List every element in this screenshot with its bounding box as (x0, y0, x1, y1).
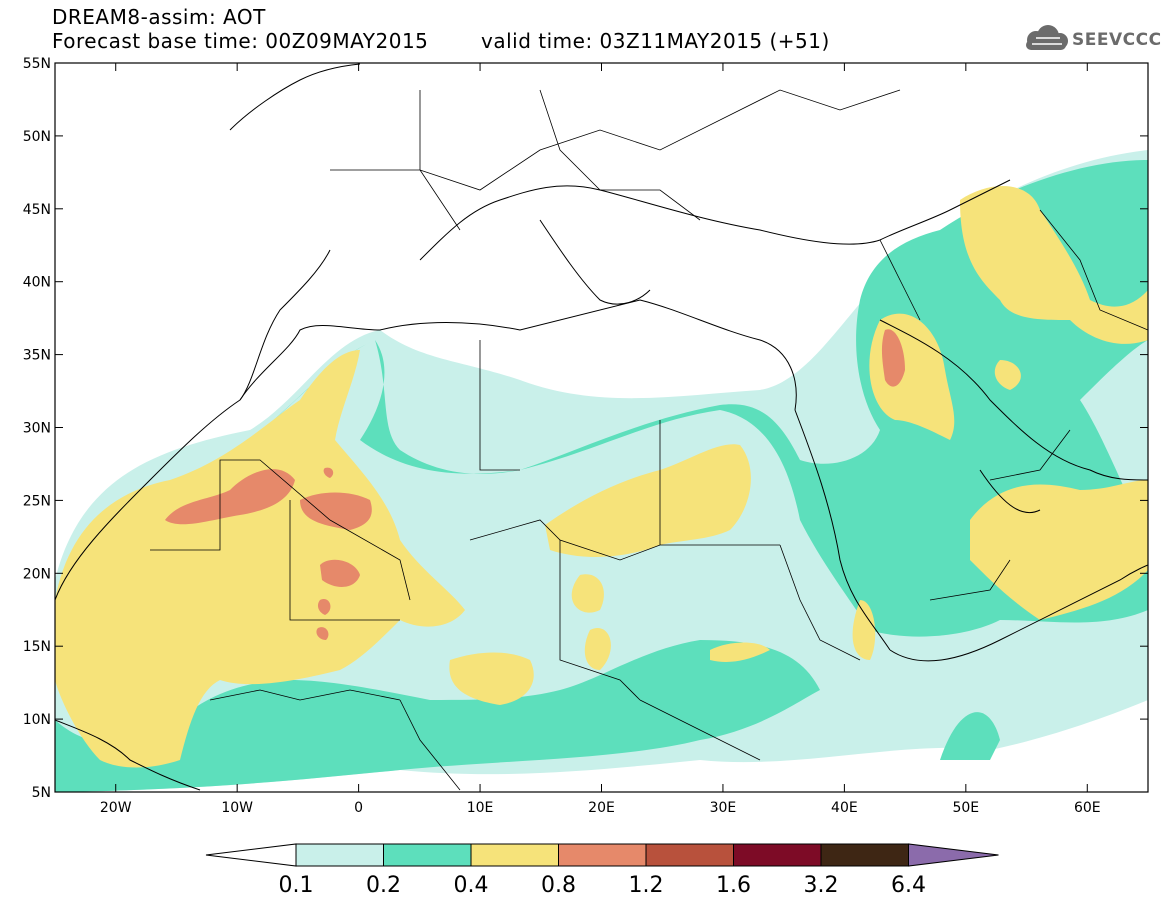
aot-band-0-4 (55, 186, 1148, 768)
colorbar-label: 0.1 (279, 873, 314, 898)
lat-tick-label: 10N (23, 712, 51, 728)
lon-tick-label: 30E (710, 800, 737, 816)
lon-tick-label: 20W (100, 800, 132, 816)
lat-tick-label: 40N (23, 275, 51, 291)
country-borders (150, 89, 1148, 791)
lon-tick-label: 60E (1074, 800, 1101, 816)
colorbar-segment (733, 843, 822, 867)
cloud-logo-icon (1026, 25, 1068, 50)
lon-tick-label: 20E (588, 800, 615, 816)
aot-field (55, 150, 1148, 792)
lon-tick-label: 0 (354, 800, 363, 816)
colorbar-segment (645, 843, 734, 867)
colorbar: 0.1 0.2 0.4 0.8 1.2 1.6 3.2 6.4 (205, 843, 999, 898)
lat-tick-label: 25N (23, 493, 51, 509)
lon-tick-label: 40E (831, 800, 858, 816)
colorbar-segment (820, 843, 909, 867)
colorbar-label: 0.8 (541, 873, 576, 898)
lon-tick-label: 50E (952, 800, 979, 816)
valid-time: valid time: 03Z11MAY2015 (+51) (481, 29, 830, 53)
map-title: DREAM8-assim: AOT (52, 5, 266, 29)
lon-tick-label: 10W (221, 800, 253, 816)
latitude-ticks: 5N 10N 15N 20N 25N 30N 35N 40N 45N 50N 55N (23, 56, 1148, 801)
colorbar-label: 1.6 (716, 873, 751, 898)
colorbar-segment (470, 843, 559, 867)
aot-band-0-2 (55, 160, 1148, 792)
colorbar-max-arrow (908, 843, 999, 867)
lat-tick-label: 15N (23, 639, 51, 655)
lat-tick-label: 35N (23, 348, 51, 364)
colorbar-label: 6.4 (891, 873, 926, 898)
lat-tick-label: 30N (23, 421, 51, 437)
lon-tick-label: 10E (467, 800, 494, 816)
colorbar-segment (295, 843, 384, 867)
colorbar-min-arrow (205, 843, 297, 867)
aot-band-0-8 (165, 329, 905, 640)
logo-text: SEEVCCC (1072, 30, 1162, 50)
longitude-ticks: 20W 10W 0 10E 20E 30E 40E 50E 60E (100, 63, 1101, 816)
lat-tick-label: 55N (23, 56, 51, 72)
colorbar-label: 1.2 (629, 873, 664, 898)
lat-tick-label: 50N (23, 129, 51, 145)
lat-tick-label: 20N (23, 566, 51, 582)
forecast-base-time: Forecast base time: 00Z09MAY2015 (52, 29, 429, 53)
colorbar-label: 0.2 (366, 873, 401, 898)
colorbar-label: 3.2 (804, 873, 839, 898)
colorbar-segment (383, 843, 472, 867)
colorbar-label: 0.4 (454, 873, 489, 898)
coastlines (55, 63, 1148, 791)
lat-tick-label: 5N (32, 785, 51, 801)
lat-tick-label: 45N (23, 202, 51, 218)
colorbar-segment (558, 843, 647, 867)
